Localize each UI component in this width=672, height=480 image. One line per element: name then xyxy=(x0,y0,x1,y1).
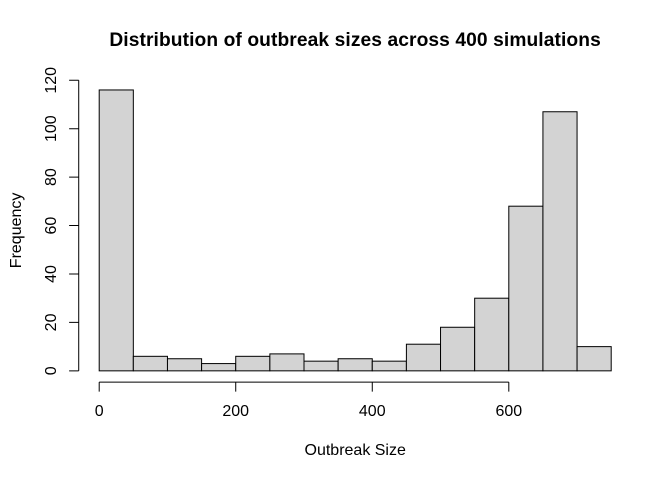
svg-text:400: 400 xyxy=(359,403,386,420)
svg-text:200: 200 xyxy=(222,403,249,420)
svg-text:60: 60 xyxy=(43,217,60,235)
svg-text:80: 80 xyxy=(43,168,60,186)
svg-text:100: 100 xyxy=(43,115,60,142)
svg-text:Frequency: Frequency xyxy=(8,193,25,269)
svg-text:Distribution of outbreak sizes: Distribution of outbreak sizes across 40… xyxy=(109,30,601,51)
svg-text:20: 20 xyxy=(43,313,60,331)
svg-text:Outbreak Size: Outbreak Size xyxy=(305,442,406,459)
svg-text:0: 0 xyxy=(43,366,60,375)
svg-text:40: 40 xyxy=(43,265,60,283)
svg-text:0: 0 xyxy=(95,403,104,420)
svg-text:600: 600 xyxy=(495,403,522,420)
svg-text:120: 120 xyxy=(43,67,60,94)
